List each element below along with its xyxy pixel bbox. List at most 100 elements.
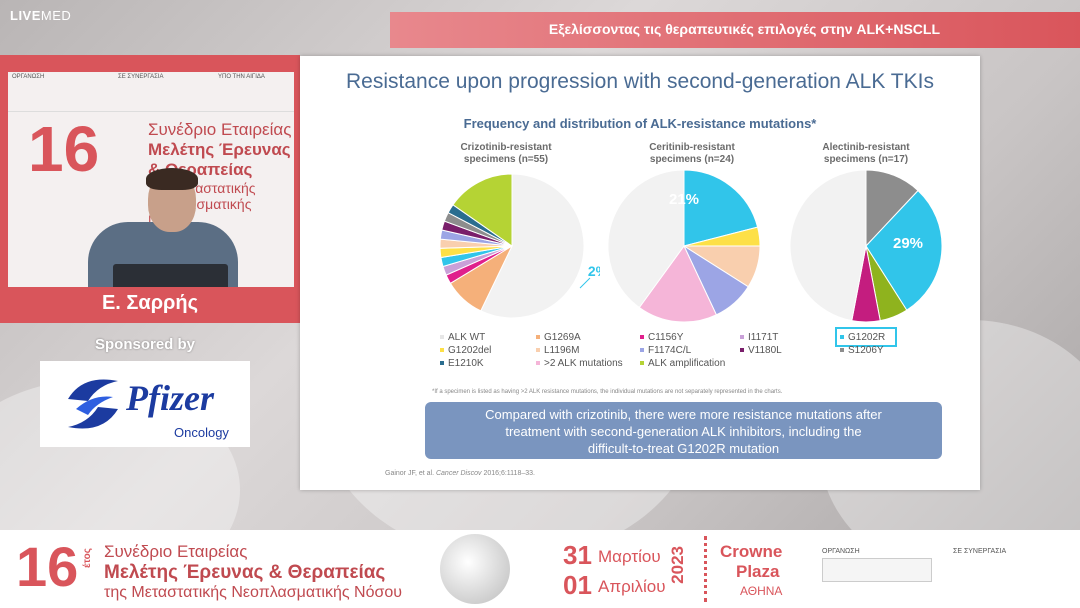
callout-leader-line (579, 277, 591, 289)
legend-label: ALK WT (448, 332, 486, 343)
pie-label-crizotinib: Crizotinib-resistant specimens (n=55) (436, 142, 576, 166)
banner-venue2: Plaza (736, 562, 780, 581)
banner-line2: Μελέτης Έρευνας & Θεραπείας (104, 562, 386, 583)
pie-slice--2-alk-mutations (638, 245, 718, 323)
legend-label: G1202del (448, 345, 492, 356)
pie-callout-label: 21% (669, 191, 699, 208)
legend-item: >2 ALK mutations (536, 358, 623, 369)
banner-venue1: Crowne (720, 542, 783, 561)
legend-swatch-icon (440, 361, 444, 366)
legend-item: G1269A (536, 332, 581, 343)
livemed-logo: LIVEMED (10, 8, 71, 23)
banner-line3: της Μεταστατικής Νεοπλασματικής Νόσου (104, 584, 402, 601)
backdrop-under: ΥΠΟ ΤΗΝ ΑΙΓΙΔΑ (218, 74, 265, 80)
legend-item: C1156Y (640, 332, 683, 343)
presentation-slide: Resistance upon progression with second-… (300, 56, 980, 490)
title-bar: Εξελίσσοντας τις θεραπευτικές επιλογές σ… (390, 12, 1080, 48)
legend-swatch-icon (536, 348, 540, 353)
legend-label: E1210K (448, 358, 484, 369)
banner-divider (704, 536, 707, 602)
sponsored-label: Sponsored by (94, 336, 195, 353)
pie-slice-alk-amplification (452, 173, 513, 247)
pie-chart-alectinib: 29% (789, 169, 943, 323)
sponsor-name: Pfizer (126, 378, 214, 418)
globe-icon (440, 534, 510, 604)
speaker-name: Ε. Σαρρής (101, 292, 199, 314)
pie-chart-ceritinib: 21% (607, 169, 761, 323)
legend-swatch-icon (536, 361, 540, 366)
legend-swatch-icon (440, 335, 444, 340)
pie-slice-alk-wt (607, 169, 685, 309)
backdrop-header: ΟΡΓΑΝΩΣΗ ΣΕ ΣΥΝΕΡΓΑΣΙΑ ΥΠΟ ΤΗΝ ΑΙΓΙΔΑ (8, 72, 294, 112)
legend-swatch-icon (840, 335, 844, 340)
key-message-line2: treatment with second-generation ALK inh… (505, 424, 862, 439)
backdrop-org: ΟΡΓΑΝΩΣΗ (12, 74, 45, 80)
legend-swatch-icon (740, 335, 744, 340)
slide-title: Resistance upon progression with second-… (346, 70, 934, 93)
banner-org-label: ΟΡΓΑΝΩΣΗ (822, 548, 860, 555)
legend-label: S1206Y (848, 345, 884, 356)
legend-label: >2 ALK mutations (544, 358, 623, 369)
legend-highlight-g1202r (835, 327, 897, 347)
pie-label-alectinib: Alectinib-resistant specimens (n=17) (796, 142, 936, 166)
backdrop-number: 16 (28, 113, 100, 185)
reference-authors: Gainor JF, et al. (385, 470, 435, 477)
legend-item: ALK amplification (640, 358, 725, 369)
key-message-line3: difficult-to-treat G1202R mutation (587, 441, 780, 456)
legend-label: C1156Y (648, 332, 684, 343)
organizer-logo (822, 558, 932, 582)
legend-item: L1196M (536, 345, 579, 356)
legend-label: I1171T (748, 332, 779, 343)
backdrop-syn: ΣΕ ΣΥΝΕΡΓΑΣΙΑ (118, 74, 164, 80)
legend-item: F1174C/L (640, 345, 691, 356)
slide-subtitle: Frequency and distribution of ALK-resist… (463, 116, 817, 131)
sponsor-division: Oncology (174, 425, 229, 440)
pie-slice-alk-wt (789, 169, 867, 322)
legend-item: S1206Y (840, 345, 884, 356)
legend-item: G1202R (840, 332, 885, 343)
legend-label: ALK amplification (648, 358, 726, 369)
pie-label-line1: Alectinib-resistant (822, 142, 910, 153)
legend-swatch-icon (640, 361, 644, 366)
legend-item: I1171T (740, 332, 778, 343)
sponsor-logo: Pfizer Oncology (40, 361, 250, 447)
legend-label: F1174C/L (648, 345, 692, 356)
legend-label: G1202R (848, 332, 886, 343)
legend-swatch-icon (640, 335, 644, 340)
banner-month1: Μαρτίου (598, 547, 661, 566)
speaker-hair (146, 168, 198, 190)
legend-label: G1269A (544, 332, 581, 343)
pie-slice-alk-wt (480, 173, 585, 319)
banner-line1: Συνέδριο Εταιρείας (104, 542, 248, 561)
logo-med: MED (40, 8, 72, 23)
footnote: *If a specimen is listed as having >2 AL… (432, 389, 783, 395)
conference-banner: 16 έτος Συνέδριο Εταιρείας Μελέτης Έρευν… (0, 530, 1080, 608)
legend-item: E1210K (440, 358, 484, 369)
pie-label-line2: specimens (n=24) (649, 154, 735, 165)
logo-live: LIVE (10, 8, 41, 23)
legend-swatch-icon (640, 348, 644, 353)
banner-number: 16 (16, 535, 79, 598)
legend-swatch-icon (536, 335, 540, 340)
pie-slice-g1202r (865, 189, 943, 311)
legend-swatch-icon (440, 348, 444, 353)
laptop (113, 264, 228, 287)
banner-day1: 31 (563, 540, 592, 570)
pie-label-line2: specimens (n=55) (463, 154, 549, 165)
banner-syn-label: ΣΕ ΣΥΝΕΡΓΑΣΙΑ (953, 548, 1007, 555)
pie-chart-crizotinib: 2% (439, 173, 600, 319)
legend-label: L1196M (544, 345, 580, 356)
banner-month2: Απριλίου (598, 577, 666, 596)
pie-label-ceritinib: Ceritinib-resistant specimens (n=24) (622, 142, 762, 166)
legend-swatch-icon (740, 348, 744, 353)
key-message-line1: Compared with crizotinib, there were mor… (485, 407, 882, 422)
banner-venue3: ΑΘΗΝΑ (740, 584, 783, 598)
reference-journal: Cancer Discov (435, 470, 482, 477)
legend-item: ALK WT (440, 332, 485, 343)
banner-etos: έτος (82, 548, 93, 569)
key-message-box: Compared with crizotinib, there were mor… (425, 402, 942, 459)
banner-year: 2023 (668, 546, 687, 584)
session-title: Εξελίσσοντας τις θεραπευτικές επιλογές σ… (548, 21, 940, 37)
banner-day2: 01 (563, 570, 592, 600)
pie-callout-label: 2% (588, 263, 600, 279)
